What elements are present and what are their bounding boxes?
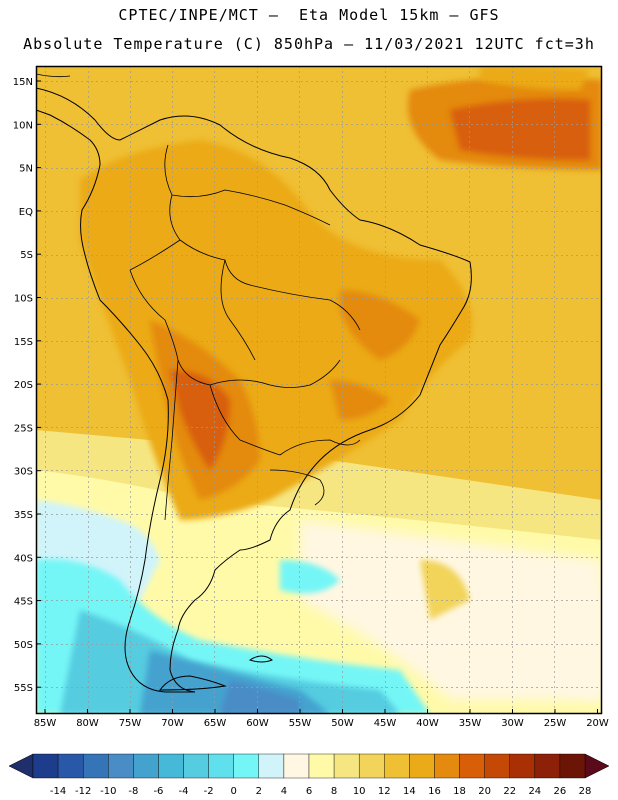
colorbar-label: 14 [403, 786, 416, 797]
colorbar-swatch [133, 753, 159, 779]
colorbar-label: 4 [281, 786, 287, 797]
map-title-line1: CPTEC/INPE/MCT – Eta Model 15km – GFS [118, 6, 500, 24]
lat-label: 15N [13, 77, 33, 88]
colorbar-swatch [158, 753, 184, 779]
lat-label: 10N [13, 120, 33, 131]
lat-label: 40S [14, 553, 33, 564]
colorbar-swatch [484, 753, 510, 779]
graticule [36, 66, 602, 714]
lat-label: 20S [14, 380, 33, 391]
colorbar-swatch [283, 753, 310, 779]
colorbar-swatch [183, 753, 209, 779]
lat-label: 5S [20, 250, 33, 261]
colorbar-label: 18 [453, 786, 466, 797]
colorbar-swatch [409, 753, 435, 779]
colorbar-swatch [108, 753, 134, 779]
colorbar-swatch [258, 753, 285, 779]
lat-label: EQ [19, 207, 33, 218]
map-title-line2: Absolute Temperature (C) 850hPa – 11/03/… [23, 35, 595, 53]
colorbar-label: -14 [50, 786, 66, 797]
lon-label: 85W [34, 718, 57, 729]
lon-label: 65W [204, 718, 227, 729]
colorbar-high-arrow [584, 753, 610, 779]
map-frame [35, 65, 603, 715]
colorbar-label: 0 [231, 786, 237, 797]
lat-label: 25S [14, 423, 33, 434]
colorbar-swatch [509, 753, 536, 779]
colorbar-swatch [434, 753, 460, 779]
colorbar-label: 10 [353, 786, 366, 797]
colorbar-label: 8 [331, 786, 337, 797]
country-borders [129, 144, 361, 521]
lon-label: 25W [544, 718, 567, 729]
colorbar-swatch [82, 753, 109, 779]
lon-label: 20W [586, 718, 609, 729]
colorbar-swatch [333, 753, 360, 779]
latitude-labels: 15N 10N 5N EQ 5S 10S 15S 20S 25S 30S 35S 40S 45S 50S 5… [13, 77, 41, 694]
lon-label: 80W [76, 718, 99, 729]
colorbar-swatch [233, 753, 260, 779]
lon-label: 30W [501, 718, 524, 729]
lat-label: 45S [14, 597, 33, 608]
colorbar-label: 2 [256, 786, 262, 797]
lon-label: 40W [416, 718, 439, 729]
colorbar-label: -8 [128, 786, 138, 797]
lat-label: 30S [14, 467, 33, 478]
lon-label: 75W [119, 718, 142, 729]
colorbar-label: 28 [579, 786, 592, 797]
lat-label: 55S [14, 683, 33, 694]
colorbar-label: -4 [179, 786, 189, 797]
lat-label: 15S [14, 337, 33, 348]
colorbar-swatch [32, 753, 59, 779]
lon-label: 60W [246, 718, 269, 729]
colorbar-label: 26 [554, 786, 567, 797]
lat-label: 50S [14, 640, 33, 651]
colorbar-label: 20 [478, 786, 491, 797]
lat-label: 10S [14, 294, 33, 305]
colorbar-label: 22 [503, 786, 516, 797]
colorbar-label: 24 [528, 786, 541, 797]
colorbar-label: -6 [153, 786, 163, 797]
colorbar-low-arrow [8, 753, 34, 779]
colorbar-swatch [208, 753, 234, 779]
lon-label: 35W [459, 718, 482, 729]
colorbar-label: 16 [428, 786, 441, 797]
lat-label: 5N [19, 164, 33, 175]
colorbar-swatch [559, 753, 586, 779]
lon-label: 70W [161, 718, 184, 729]
coastlines [36, 73, 472, 693]
colorbar-label: -12 [75, 786, 91, 797]
colorbar-label: 6 [306, 786, 312, 797]
colorbar-swatch [534, 753, 561, 779]
lon-label: 45W [374, 718, 397, 729]
lon-label: 55W [289, 718, 312, 729]
colorbar-swatch [384, 753, 410, 779]
lon-label: 50W [331, 718, 354, 729]
colorbar-label: -10 [100, 786, 116, 797]
colorbar-swatch [308, 753, 335, 779]
colorbar-swatch [57, 753, 84, 779]
longitude-labels: 85W 80W 75W 70W 65W 60W 55W 50W 45W 40W 35W 30W 25W 2… [34, 709, 609, 729]
colorbar-label: -2 [204, 786, 214, 797]
temperature-field [36, 66, 602, 714]
colorbar-swatch [358, 753, 385, 779]
lat-label: 35S [14, 510, 33, 521]
colorbar: -14 -12 -10 -8 -6 -4 -2 0 2 4 6 8 10 12 14 16 18 20 22 24 26… [8, 753, 610, 797]
colorbar-label: 12 [378, 786, 391, 797]
colorbar-swatch [459, 753, 485, 779]
